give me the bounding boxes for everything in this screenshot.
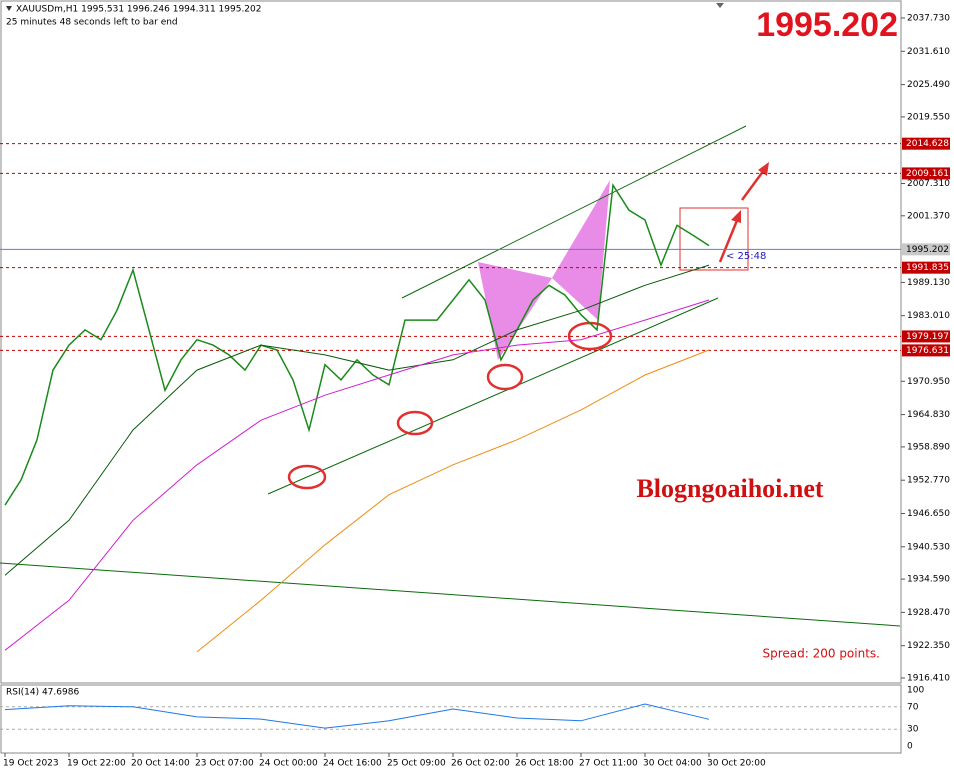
- scroll-icon: [716, 3, 724, 8]
- y-tick-label: 1916.410: [907, 673, 950, 683]
- x-tick-label: 30 Oct 04:00: [643, 759, 702, 769]
- y-tick-label: 1958.890: [907, 442, 950, 452]
- price-level-box: [902, 167, 950, 180]
- y-tick-label: 1952.770: [907, 476, 950, 486]
- price-level-label: 1976.631: [906, 346, 949, 356]
- symbol-header: XAUUSDm,H1 1995.531 1996.246 1994.311 19…: [16, 5, 261, 15]
- rsi-tick-label: 30: [907, 725, 919, 735]
- y-tick-label: 1964.830: [907, 410, 950, 420]
- x-tick-label: 19 Oct 2023: [3, 759, 59, 769]
- y-tick-label: 2025.490: [907, 80, 950, 90]
- price-level-box: [902, 137, 950, 150]
- x-tick-label: 24 Oct 16:00: [323, 759, 382, 769]
- price-level-box: [902, 344, 950, 357]
- rsi-tick-label: 70: [907, 702, 919, 712]
- trend-line: [0, 562, 901, 627]
- moving-average: [196, 349, 710, 653]
- x-tick-label: 25 Oct 09:00: [387, 759, 446, 769]
- circle-mark: [396, 410, 434, 436]
- y-tick-label: 1940.530: [907, 542, 950, 552]
- y-tick-label: 1928.470: [907, 608, 950, 618]
- moving-average: [4, 264, 710, 576]
- y-tick-label: 2031.610: [907, 47, 950, 57]
- y-tick-label: 1970.950: [907, 377, 950, 387]
- rsi-line: [4, 703, 710, 729]
- x-tick-label: 26 Oct 18:00: [515, 759, 574, 769]
- price-level-label: 2009.161: [906, 169, 949, 179]
- price-line: [4, 183, 710, 506]
- arrow: [718, 217, 740, 263]
- arrow: [740, 169, 766, 201]
- price-level-label: 1979.197: [906, 332, 949, 342]
- y-tick-label: 1983.010: [907, 311, 950, 321]
- menu-icon: [6, 6, 12, 11]
- y-tick-label: 2001.370: [907, 211, 950, 221]
- x-tick-label: 30 Oct 20:00: [707, 759, 766, 769]
- y-tick-label: 1934.590: [907, 575, 950, 585]
- x-tick-label: 24 Oct 00:00: [259, 759, 318, 769]
- annotations: [0, 3, 901, 627]
- y-tick-label: 1946.650: [907, 509, 950, 519]
- x-tick-label: 23 Oct 07:00: [195, 759, 254, 769]
- x-tick-label: 20 Oct 14:00: [131, 759, 190, 769]
- price-level-label: 1995.202: [906, 245, 949, 255]
- x-tick-label: 19 Oct 22:00: [67, 759, 126, 769]
- x-tick-label: 27 Oct 11:00: [579, 759, 638, 769]
- y-tick-label: 1922.350: [907, 641, 950, 651]
- watermark: Blogngoaihoi.net: [636, 474, 823, 503]
- price-panel-frame: [0, 0, 902, 684]
- rsi-tick-label: 0: [907, 742, 913, 752]
- y-tick-label: 1989.130: [907, 278, 950, 288]
- channel-line: [267, 297, 719, 495]
- rsi-label: RSI(14) 47.6986: [6, 688, 79, 698]
- box-mark: [679, 207, 749, 271]
- pattern-shape: [552, 180, 610, 320]
- rsi-panel-frame: [0, 684, 902, 754]
- y-tick-label: 2007.310: [907, 179, 950, 189]
- x-tick-label: 26 Oct 02:00: [451, 759, 510, 769]
- circle-mark: [486, 363, 524, 391]
- price-level-box: [902, 261, 950, 274]
- moving-average: [4, 299, 710, 651]
- rsi-tick-label: 100: [907, 686, 924, 696]
- arrow-head: [731, 210, 741, 223]
- y-tick-label: 2019.550: [907, 112, 950, 122]
- price-level-box: [902, 330, 950, 343]
- spread-note: Spread: 200 points.: [762, 647, 880, 661]
- price-level-label: 1991.835: [906, 263, 949, 273]
- channel-line: [401, 125, 747, 299]
- big-price: 1995.202: [756, 6, 898, 44]
- arrow-head: [758, 162, 769, 176]
- pattern-shape: [478, 262, 552, 360]
- price-level-label: 2014.628: [906, 139, 949, 149]
- timer-note: 25 minutes 48 seconds left to bar end: [6, 18, 178, 28]
- y-tick-label: 2037.730: [907, 14, 950, 24]
- countdown: < 25:48: [726, 251, 766, 262]
- price-level-box: [902, 243, 950, 256]
- circle-mark: [287, 464, 327, 490]
